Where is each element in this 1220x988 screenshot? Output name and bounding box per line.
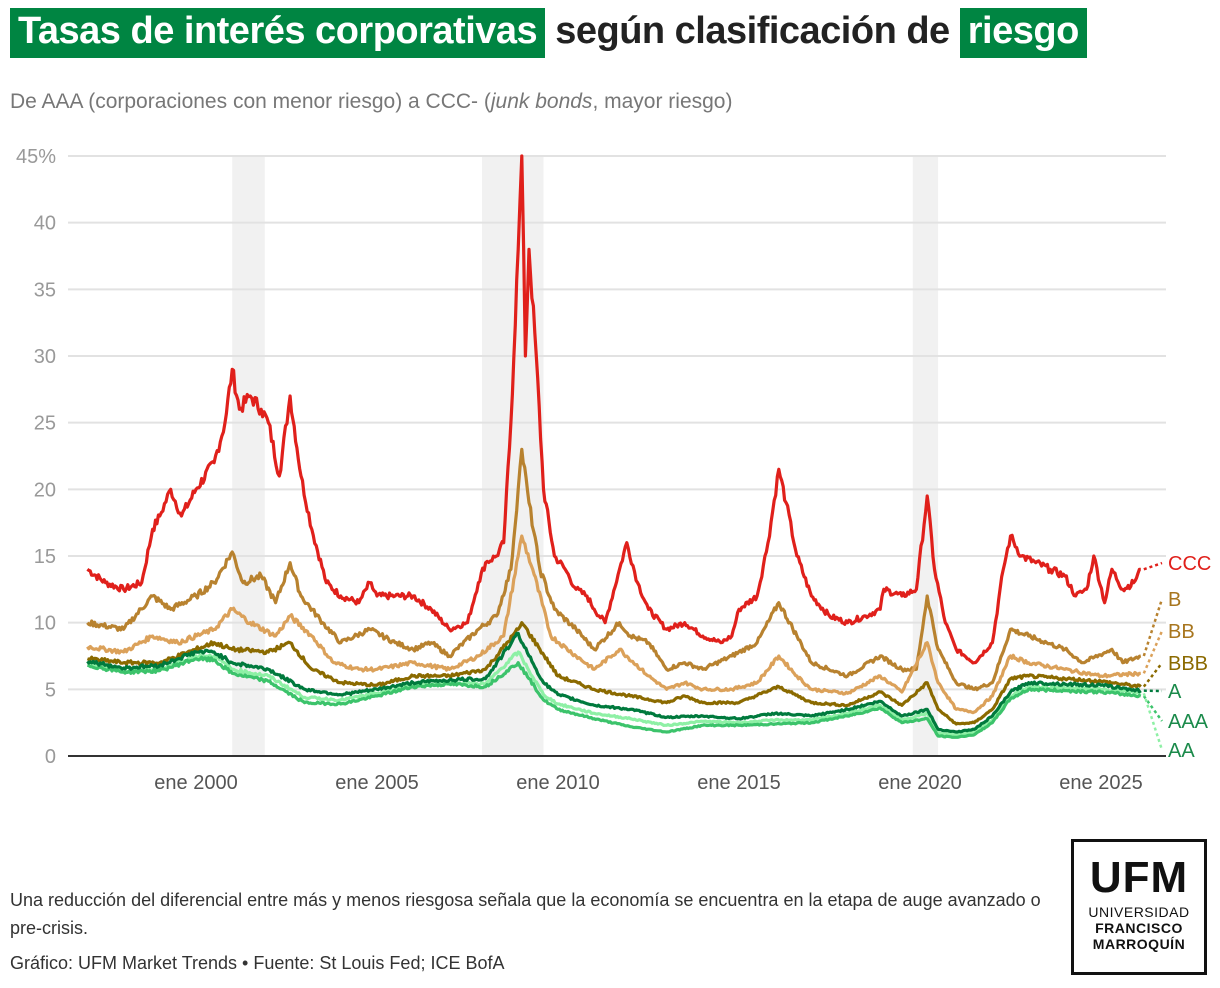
series-line-ccc — [86, 154, 1142, 665]
label-leader-aa — [1142, 692, 1164, 751]
subtitle-pre: De AAA (corporaciones con menor riesgo) … — [10, 90, 491, 113]
y-tick-label: 25 — [34, 413, 56, 435]
logo-line3: MARROQUÍN — [1092, 936, 1186, 952]
series-line-bbb — [86, 621, 1142, 726]
x-tick-label: ene 2025 — [1059, 772, 1142, 794]
series-line-b — [86, 447, 1142, 692]
series-label-bb: BB — [1168, 621, 1195, 643]
label-leader-aaa — [1142, 695, 1164, 722]
series-label-bbb: BBB — [1168, 653, 1208, 675]
source-credit: Gráfico: UFM Market Trends • Fuente: St … — [10, 953, 505, 973]
y-tick-label: 0 — [45, 746, 56, 768]
x-tick-label: ene 2020 — [878, 772, 961, 794]
y-tick-label: 5 — [45, 679, 56, 701]
series-line-aa — [87, 650, 1142, 737]
series-line-aaa — [87, 655, 1142, 739]
y-tick-label: 15 — [34, 546, 56, 568]
x-tick-label: ene 2010 — [516, 772, 599, 794]
series-label-aaa: AAA — [1168, 711, 1209, 733]
y-tick-label: 20 — [34, 479, 56, 501]
subtitle-post: , mayor riesgo) — [592, 90, 733, 113]
title-highlight-1: Tasas de interés corporativas — [10, 8, 546, 58]
series-line-a — [86, 631, 1142, 734]
x-tick-label: ene 2005 — [335, 772, 418, 794]
ufm-logo: UFM UNIVERSIDAD FRANCISCO MARROQUÍN — [1071, 839, 1207, 975]
label-leader-b — [1142, 598, 1164, 657]
x-tick-label: ene 2000 — [154, 772, 237, 794]
series-label-b: B — [1168, 589, 1181, 611]
x-tick-label: ene 2015 — [697, 772, 780, 794]
recession-band — [232, 156, 265, 756]
label-leader-ccc — [1143, 561, 1163, 571]
series-label-a: A — [1168, 681, 1182, 703]
series-line-bb — [86, 534, 1141, 715]
subtitle-italic: junk bonds — [490, 90, 593, 113]
series-label-ccc: CCC — [1168, 553, 1211, 575]
y-tick-label: 10 — [34, 613, 56, 635]
y-tick-label: 35 — [34, 279, 56, 301]
y-tick-label: 30 — [34, 346, 56, 368]
logo-ufm: UFM — [1089, 853, 1189, 902]
footnote: Una reducción del diferencial entre más … — [10, 890, 1041, 938]
chart-title: Tasas de interés corporativas según clas… — [10, 8, 1087, 58]
label-leader-bb — [1142, 630, 1164, 674]
title-highlight-2: riesgo — [959, 8, 1087, 58]
series-label-aa: AA — [1168, 740, 1195, 762]
logo-line1: UNIVERSIDAD — [1088, 904, 1190, 920]
chart-subtitle: De AAA (corporaciones con menor riesgo) … — [10, 90, 732, 114]
label-leader-bbb — [1142, 662, 1163, 688]
logo-line2: FRANCISCO — [1095, 920, 1183, 936]
title-middle: según clasificación de — [545, 10, 960, 52]
y-tick-label: 40 — [34, 213, 56, 235]
y-tick-label: 45% — [16, 146, 56, 168]
